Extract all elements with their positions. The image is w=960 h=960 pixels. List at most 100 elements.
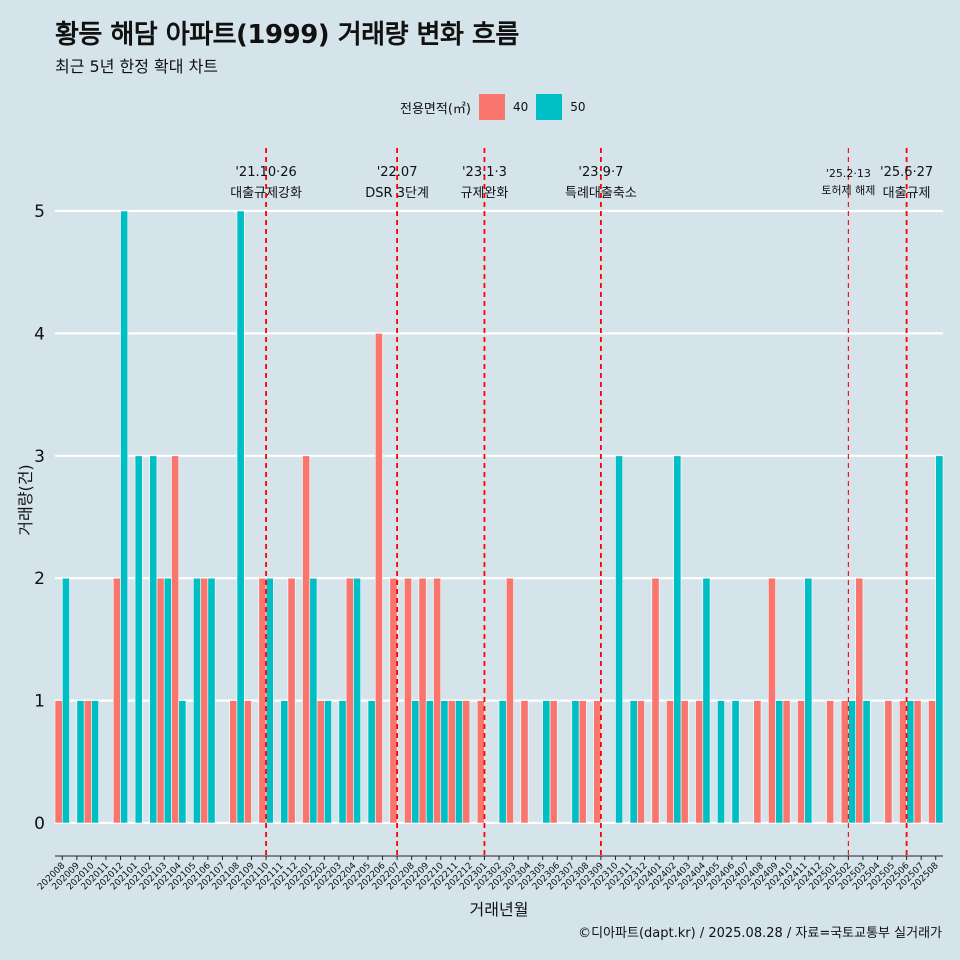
bar-40-202012 [112,577,121,824]
bar-40-202010 [83,700,92,824]
bar-40-202309 [593,700,602,824]
bar-50-202503 [862,700,871,824]
bar-50-202307 [571,700,580,824]
bar-50-202009 [76,700,85,824]
event-name-label: 규제완화 [461,186,509,201]
bar-50-202210 [440,700,449,824]
y-tick-label: 3 [34,447,45,467]
bar-40-202402 [666,700,674,824]
bar-40-202503 [855,577,864,824]
y-axis-title: 거래량(건) [16,464,35,535]
bar-50-202008 [61,577,70,824]
bar-40-202403 [680,700,689,824]
y-tick-label: 4 [34,324,45,344]
bar-40-202204 [345,577,354,824]
bar-40-202306 [549,700,558,824]
legend-swatch-40 [478,94,505,120]
event-name-label: 대출규제강화 [230,186,302,201]
bar-40-202108 [229,700,238,824]
legend-item-40: 40 [478,94,529,120]
bar-40-202202 [316,700,325,824]
source-caption: ©디아파트(dapt.kr) / 2025.08.28 / 자료=국토교통부 실… [578,926,942,941]
event-date-label: '21.10·26 [235,165,296,180]
bar-40-202410 [782,700,791,824]
bar-40-202303 [505,577,514,824]
bar-50-202208 [411,700,420,824]
bar-50-202411 [804,577,813,824]
bar-50-202502 [848,700,856,824]
y-tick-label: 2 [34,569,45,589]
event-date-label: '25.6·27 [880,165,933,180]
legend-swatch-50 [536,94,563,120]
bar-50-202202 [324,700,332,824]
bar-40-202211 [447,700,456,824]
bar-40-202312 [636,700,645,824]
bar-50-202508 [935,455,944,824]
bar-50-202310 [615,455,624,824]
event-date-label: '25.2·13 [826,167,871,180]
bar-40-202508 [928,700,937,824]
bar-40-202207 [389,577,398,824]
bar-40-202201 [302,455,311,824]
bar-40-202206 [374,333,383,824]
bar-50-202010 [91,700,99,824]
bar-40-202208 [404,577,412,824]
bar-50-202409 [775,700,784,824]
legend-item-50: 50 [536,94,586,120]
y-tick-label: 1 [34,692,45,712]
bar-50-202101 [134,455,143,824]
event-name-label: 토허제 해제 [821,183,875,197]
chart-subtitle: 최근 5년 한정 확대 차트 [55,57,219,76]
bar-50-202110 [265,577,274,824]
bar-40-202212 [462,700,471,824]
bar-40-202411 [797,700,806,824]
bar-50-202311 [629,700,638,824]
bar-40-202408 [753,700,762,824]
legend-label-50: 50 [570,100,586,114]
bar-50-202404 [702,577,711,824]
event-name-label: 특례대출축소 [565,186,637,201]
bar-50-202201 [309,577,318,824]
bar-50-202103 [163,577,172,824]
bar-40-202401 [651,577,660,824]
bar-40-202110 [258,577,267,824]
bar-40-202008 [54,700,63,824]
bar-40-202409 [768,577,776,824]
bar-50-202104 [178,700,187,824]
bar-50-202405 [717,700,725,824]
legend-label-40: 40 [512,100,529,114]
bar-50-202406 [731,700,740,824]
legend-title: 전용면적(㎡) [400,101,471,117]
bar-40-202104 [171,455,180,824]
bar-40-202106 [200,577,209,824]
event-date-label: '23.9·7 [578,165,623,180]
bar-40-202507 [913,700,922,824]
bar-50-202204 [353,577,362,824]
bar-50-202108 [236,210,245,824]
event-name-label: 대출규제 [883,186,931,201]
bar-50-202402 [673,455,682,824]
bar-50-202106 [207,577,216,824]
bar-40-202112 [287,577,296,824]
chart-title: 황등 해담 아파트(1999) 거래량 변화 흐름 [55,20,519,50]
bar-50-202012 [120,210,129,824]
legend: 전용면적(㎡) 40 50 [400,93,594,121]
bar-40-202308 [578,700,587,824]
bar-40-202505 [884,700,893,824]
y-tick-label: 5 [34,202,45,222]
bar-40-202502 [840,700,849,824]
event-date-label: '23.1·3 [462,165,507,180]
bar-40-202404 [695,700,704,824]
event-name-label: DSR 3단계 [365,186,429,201]
bar-50-202211 [455,700,463,824]
event-date-label: '22.07 [377,165,418,180]
bar-40-202109 [243,700,252,824]
bar-50-202102 [149,455,158,824]
bar-50-202203 [338,700,347,824]
bar-50-202302 [498,700,507,824]
bar-50-202209 [425,700,434,824]
bar-50-202506 [906,700,915,824]
bar-50-202205 [367,700,376,824]
bar-40-202506 [899,700,907,824]
